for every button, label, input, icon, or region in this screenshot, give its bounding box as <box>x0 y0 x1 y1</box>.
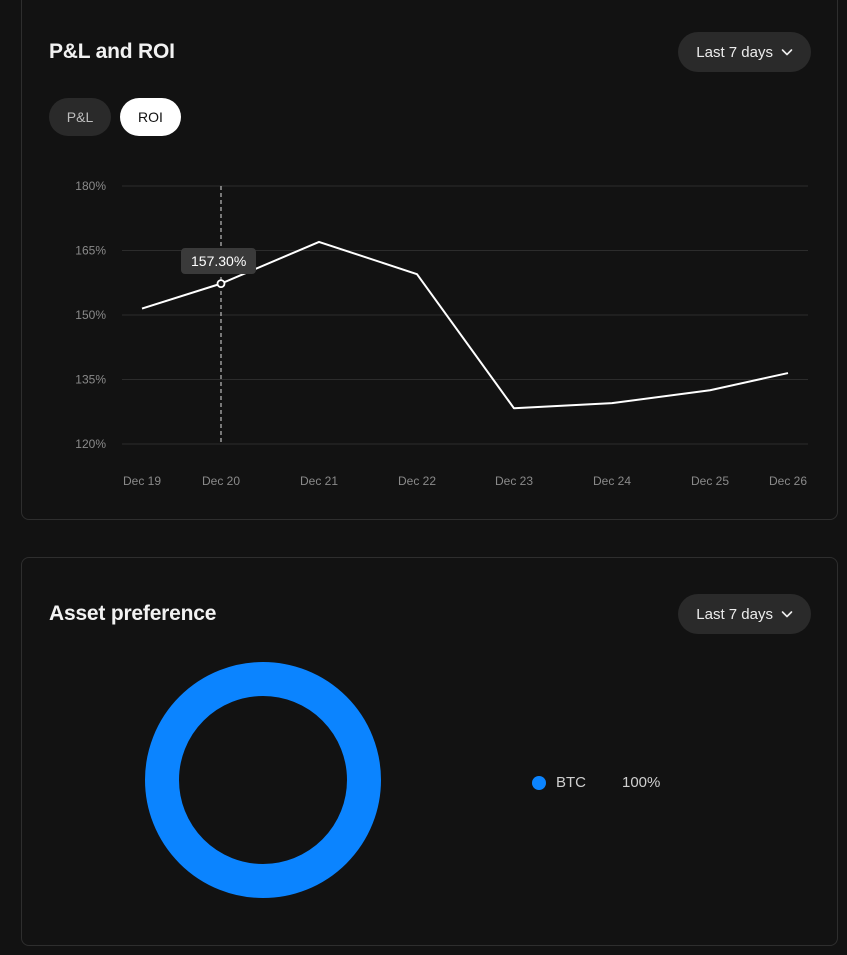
x-tick-label: Dec 25 <box>691 474 729 488</box>
data-point[interactable] <box>609 400 615 406</box>
pnl-range-label: Last 7 days <box>696 43 773 61</box>
legend-label-btc: BTC <box>556 774 586 791</box>
x-tick-label: Dec 24 <box>593 474 631 488</box>
asset-preference-card: Asset preference Last 7 days BTC 100% <box>21 557 838 946</box>
y-tick-label: 135% <box>75 373 106 387</box>
data-point[interactable] <box>414 271 420 277</box>
x-tick-label: Dec 22 <box>398 474 436 488</box>
y-tick-label: 150% <box>75 308 106 322</box>
highlighted-data-point[interactable] <box>216 279 226 289</box>
x-tick-label: Dec 21 <box>300 474 338 488</box>
data-point[interactable] <box>139 306 145 312</box>
chart-tooltip: 157.30% <box>181 248 257 274</box>
chevron-down-icon <box>781 49 793 56</box>
x-tick-label: Dec 20 <box>202 474 240 488</box>
y-tick-label: 165% <box>75 244 106 258</box>
x-tick-label: Dec 26 <box>769 474 807 488</box>
tab-roi[interactable]: ROI <box>120 98 181 136</box>
data-point[interactable] <box>785 370 791 376</box>
tooltip-value: 157.30% <box>191 253 247 269</box>
legend-dot-btc <box>532 775 546 790</box>
legend-percent-btc: 100% <box>622 774 661 791</box>
donut-slice-btc[interactable] <box>145 662 381 898</box>
y-tick-label: 180% <box>75 179 106 193</box>
roi-series-line[interactable] <box>141 240 789 410</box>
data-point[interactable] <box>316 239 322 245</box>
asset-legend: BTC 100% <box>532 774 660 791</box>
data-point[interactable] <box>707 387 713 393</box>
chevron-down-icon <box>781 611 793 618</box>
y-tick-label: 120% <box>75 437 106 451</box>
x-tick-label: Dec 19 <box>123 474 161 488</box>
asset-preference-title: Asset preference <box>49 602 217 625</box>
asset-donut-chart[interactable] <box>145 662 381 898</box>
tab-pnl[interactable]: P&L <box>49 98 111 136</box>
data-point[interactable] <box>511 405 517 411</box>
roi-line-chart[interactable]: 120% 135% 150% 165% 180% Dec 19 Dec 20 Dec 21 De… <box>22 0 839 521</box>
asset-range-dropdown[interactable]: Last 7 days <box>678 594 811 634</box>
x-tick-label: Dec 23 <box>495 474 533 488</box>
pnl-roi-title: P&L and ROI <box>49 40 175 63</box>
pnl-range-dropdown[interactable]: Last 7 days <box>678 32 811 72</box>
asset-range-label: Last 7 days <box>696 605 773 623</box>
pnl-roi-card: P&L and ROI Last 7 days P&L ROI 120% 135%… <box>21 0 838 520</box>
